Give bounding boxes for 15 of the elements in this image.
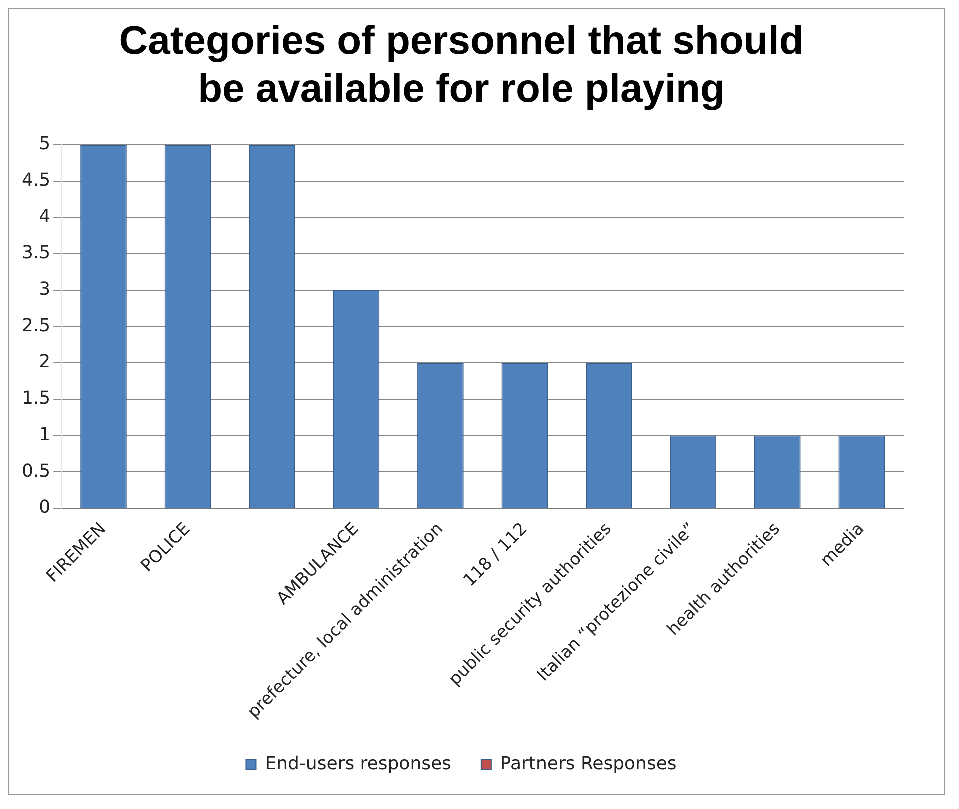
x-tick-label: 118 / 112: [460, 519, 532, 591]
legend-label: End-users responses: [265, 754, 452, 775]
y-tick-label: 2.5: [22, 315, 51, 336]
y-tick-label: 1.5: [22, 388, 51, 410]
y-tick-label: 4: [39, 206, 51, 228]
y-tick-label: 1: [39, 424, 51, 446]
y-tick-label: 4.5: [22, 170, 51, 192]
y-tick-label: 3: [39, 279, 51, 300]
legend-label: Partners Responses: [500, 754, 677, 775]
y-tick-label: 0.5: [22, 460, 51, 482]
chart-title: Categories of personnel that should be available for role playing: [119, 19, 804, 112]
y-tick-label: 5: [39, 134, 51, 155]
y-tick-label: 3.5: [22, 242, 51, 264]
y-tick-label: 2: [39, 352, 51, 373]
y-tick-label: 0: [39, 497, 51, 518]
